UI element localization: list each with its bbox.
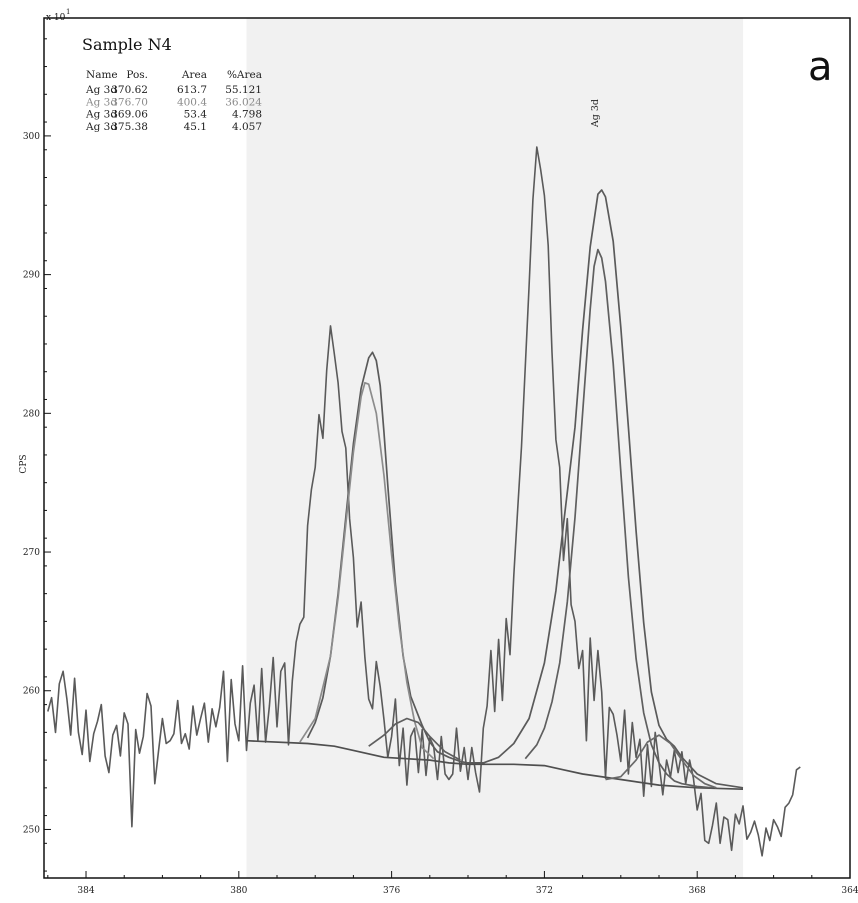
table-cell-r2-c1: 369.06 xyxy=(111,109,148,121)
table-cell-r0-c2: 613.7 xyxy=(177,84,207,96)
table-cell-r2-c2: 53.4 xyxy=(184,109,208,121)
series-group xyxy=(47,146,801,857)
peak-label-ag3d: Ag 3d xyxy=(590,99,601,128)
panel-label: a xyxy=(808,44,833,90)
y-multiplier-exponent: 1 xyxy=(66,8,70,16)
series-fit-envelope xyxy=(306,189,744,789)
y-tick-label-280: 280 xyxy=(23,409,40,419)
x-tick-label-368: 368 xyxy=(689,886,706,896)
table-cell-r3-c0: Ag 3d xyxy=(85,121,117,133)
plot-frame xyxy=(43,17,851,879)
x-tick-label-364: 364 xyxy=(841,886,858,896)
table-header-0: Name xyxy=(86,69,118,81)
fit-region-shading xyxy=(246,18,744,878)
y-axis-multiplier: x 10 1 xyxy=(46,8,70,23)
series-component-3 xyxy=(605,734,717,789)
table-cell-r3-c1: 375.38 xyxy=(111,121,148,133)
sample-title: Sample N4 xyxy=(82,35,172,54)
series-component-1 xyxy=(299,381,435,760)
y-tick-label-290: 290 xyxy=(23,271,40,281)
y-tick-label-270: 270 xyxy=(23,548,40,558)
y-tick-label-260: 260 xyxy=(23,687,40,697)
series-raw xyxy=(47,146,801,857)
table-cell-r1-c0: Ag 3d xyxy=(85,96,117,108)
table-cell-r1-c2: 400.4 xyxy=(177,96,207,108)
table-cell-r2-c3: 4.798 xyxy=(232,109,262,121)
table-cell-r2-c0: Ag 3d xyxy=(85,109,117,121)
table-header-3: %Area xyxy=(227,69,262,81)
series-component-4 xyxy=(368,717,461,761)
x-tick-label-384: 384 xyxy=(77,886,94,896)
table-cell-r0-c0: Ag 3d xyxy=(85,84,117,96)
table-cell-r0-c3: 55.121 xyxy=(225,84,262,96)
series-component-2 xyxy=(524,248,713,789)
y-axis-label: CPS xyxy=(19,454,29,473)
table-cell-r1-c3: 36.024 xyxy=(225,96,262,108)
series-baseline xyxy=(246,739,744,791)
y-tick-label-250: 250 xyxy=(23,825,40,835)
y-tick-label-300: 300 xyxy=(23,132,40,142)
x-tick-label-376: 376 xyxy=(383,886,400,896)
table-cell-r1-c1: 376.70 xyxy=(111,96,148,108)
table-header-1: Pos. xyxy=(126,69,148,81)
table-header-2: Area xyxy=(181,69,207,81)
table-cell-r3-c2: 45.1 xyxy=(184,121,207,133)
x-tick-label-372: 372 xyxy=(536,886,553,896)
x-tick-label-380: 380 xyxy=(230,886,247,896)
table-cell-r0-c1: 370.62 xyxy=(111,84,148,96)
table-cell-r3-c3: 4.057 xyxy=(232,121,262,133)
